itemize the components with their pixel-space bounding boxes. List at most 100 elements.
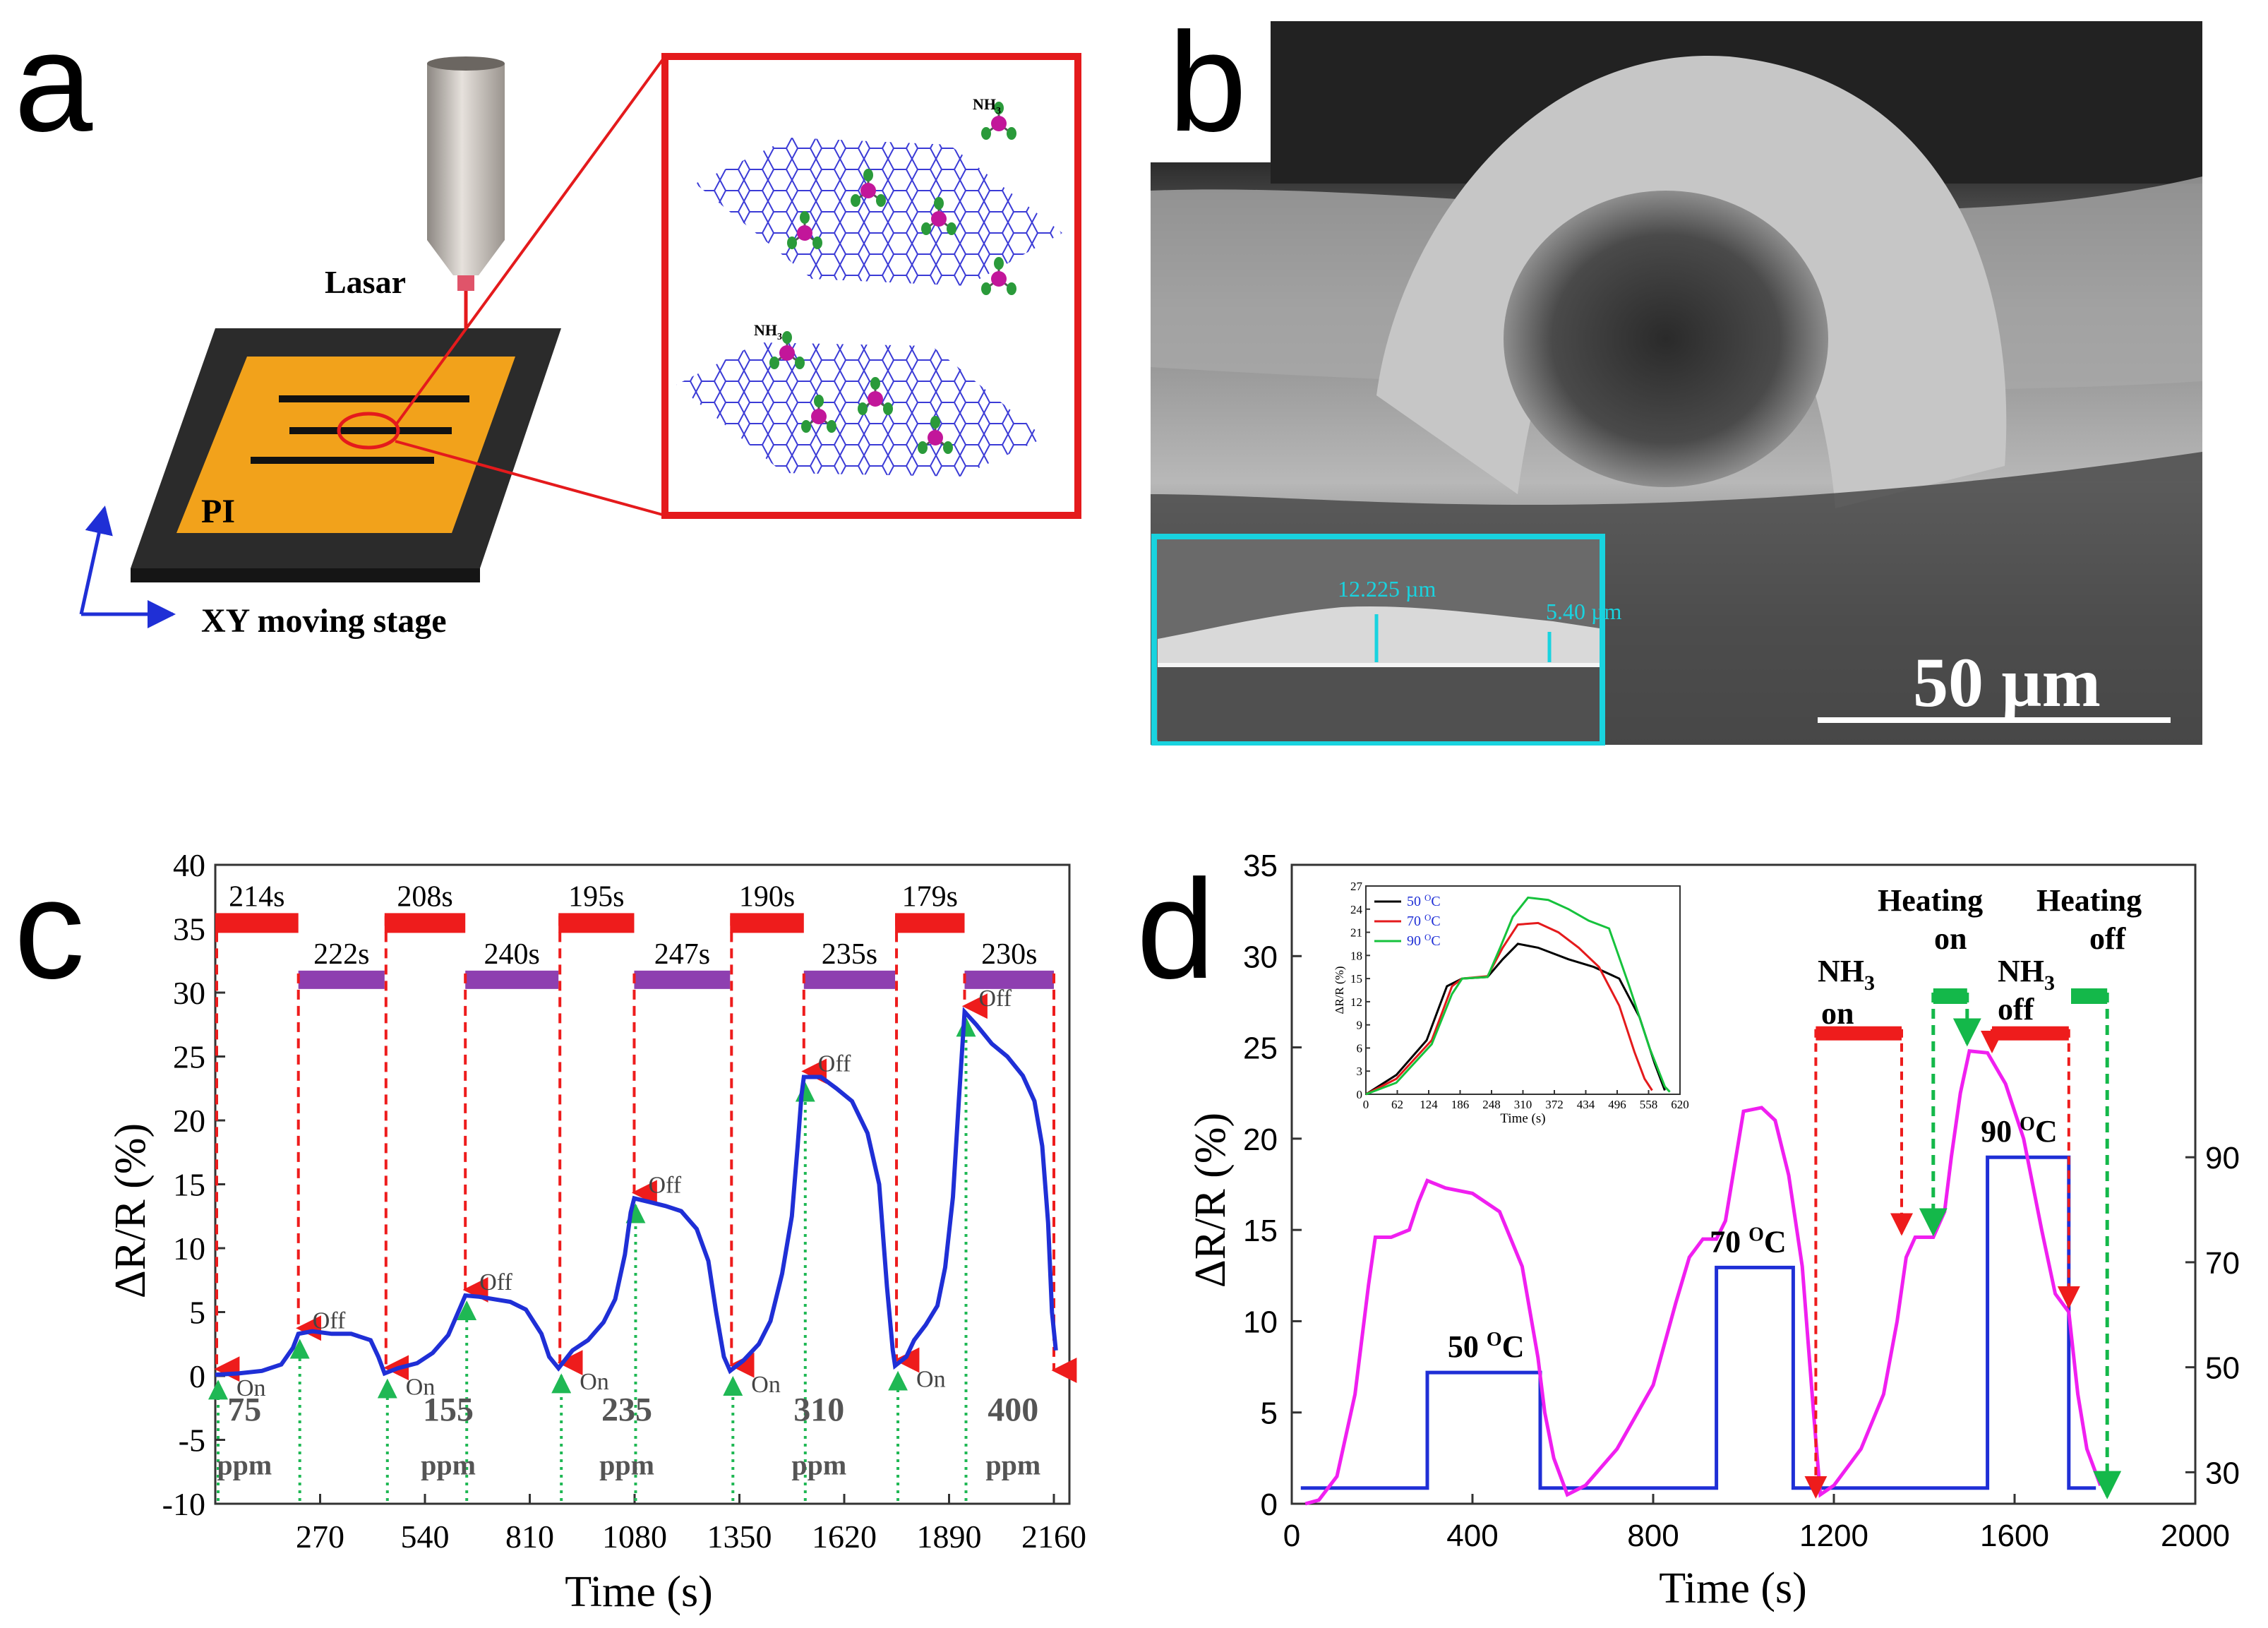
hydrogen-atom [994, 257, 1004, 270]
nh3-bar [1992, 1026, 2069, 1041]
nitrogen-atom [991, 116, 1007, 131]
recovery-duration: 235s [822, 938, 877, 971]
concentration-unit: ppm [599, 1449, 654, 1480]
nh3-on-label: NH3 on [1818, 954, 1875, 1031]
cross-section-inset: 12.225 µm 5.40 µm [1151, 534, 1621, 746]
nitrogen-atom [928, 430, 943, 445]
substrate-label: PI [201, 493, 235, 530]
x-tick-label: 2000 [2161, 1519, 2230, 1553]
concentration-value: 235 [601, 1391, 652, 1428]
recovery-duration: 222s [313, 938, 369, 971]
x-tick-label: 1890 [917, 1519, 982, 1555]
nitrogen-atom [860, 183, 876, 198]
x-tick-label: 2160 [1021, 1519, 1086, 1555]
panel-b: b 50 µm 12.225 µm 5.40 µm [1151, 4, 2202, 746]
y-tick-label: 0 [1261, 1488, 1278, 1522]
y-tick-label: 15 [1243, 1214, 1278, 1248]
concentration-unit: ppm [217, 1449, 272, 1480]
panel-c: c -10 -5 0 5 10 15 20 25 30 35 40 270 540 810 1080 1350… [14, 847, 1086, 1616]
nh3-off-label: NH3 off [1998, 954, 2055, 1027]
hydrogen-atom [883, 402, 893, 415]
laser-head [427, 56, 505, 417]
inset-series-line [1365, 921, 1653, 1096]
y-tick-label: 25 [1243, 1031, 1278, 1066]
hydrogen-atom [812, 237, 822, 249]
off-label: Off [979, 986, 1012, 1012]
concentration-value: 75 [227, 1391, 261, 1428]
hydrogen-atom [994, 102, 1004, 114]
y2-tick-label: 50 [2205, 1351, 2240, 1386]
chart-d-frame [1290, 863, 2197, 1505]
nitrogen-atom [811, 409, 827, 424]
temperature-label: 50 OC [1448, 1329, 1525, 1364]
inset-y-tick-label: 15 [1350, 972, 1362, 986]
inset-x-tick-label: 248 [1482, 1098, 1501, 1111]
exposure-bar [730, 913, 804, 933]
inset-legend-label: 70 OC [1407, 912, 1441, 929]
off-label: Off [479, 1269, 512, 1295]
y-tick-label: 20 [1243, 1123, 1278, 1157]
panel-b-label: b [1168, 4, 1247, 161]
inset-x-tick-label: 124 [1420, 1098, 1438, 1111]
on-label: On [751, 1372, 781, 1398]
y2-tick-label: 30 [2205, 1456, 2240, 1490]
x-tick-label: 1350 [707, 1519, 772, 1555]
hydrogen-atom [801, 420, 811, 433]
hydrogen-atom [787, 237, 797, 249]
inset-xlabel: Time (s) [1500, 1111, 1545, 1126]
nh3-label-1: NH3 [973, 95, 1001, 116]
panel-c-label: c [14, 851, 85, 1008]
hydrogen-atom [876, 194, 886, 207]
chart-d-ylabel: ΔR/R (%) [1187, 1113, 1235, 1288]
y-tick-label: 25 [173, 1039, 205, 1075]
chart-c-ylabel: ΔR/R (%) [107, 1123, 155, 1298]
temperature-label: 70 OC [1710, 1223, 1787, 1259]
inset-x-tick-label: 620 [1671, 1098, 1689, 1111]
inset-y-tick-label: 27 [1350, 880, 1363, 893]
exposure-duration: 190s [739, 880, 795, 913]
x-tick-label: 270 [296, 1519, 344, 1555]
zoom-line-top [395, 55, 666, 425]
off-label: Off [313, 1307, 346, 1334]
hydrogen-atom [827, 420, 836, 433]
inset-y-tick-label: 21 [1350, 926, 1362, 940]
inset-series-line [1365, 942, 1666, 1096]
hydrogen-atom [858, 402, 868, 415]
nitrogen-atom [868, 391, 883, 407]
inset-series-line [1365, 896, 1671, 1096]
inset-x-tick-label: 0 [1363, 1098, 1369, 1111]
hydrogen-atom [1007, 127, 1016, 140]
exposure-duration: 214s [229, 880, 284, 913]
concentration-unit: ppm [985, 1449, 1040, 1480]
y-tick-label: 35 [1243, 849, 1278, 883]
on-label: On [916, 1367, 946, 1393]
y-tick-label: 0 [189, 1358, 205, 1394]
x-tick-label: 1200 [1799, 1519, 1868, 1553]
exposure-bar [558, 913, 635, 933]
inset-legend-label: 50 OC [1407, 892, 1441, 909]
panel-a-label: a [14, 4, 93, 161]
recovery-bar [803, 970, 896, 989]
scale-bar-label: 50 µm [1913, 643, 2101, 722]
concentration-value: 310 [793, 1391, 844, 1428]
recovery-duration: 247s [654, 938, 710, 971]
y-tick-label: 40 [173, 847, 205, 883]
inset-x-tick-label: 62 [1391, 1098, 1403, 1111]
laser-label: Lasar [325, 264, 406, 300]
inset-y-tick-label: 12 [1350, 995, 1362, 1009]
x-tick-label: 1600 [1980, 1519, 2049, 1553]
y-tick-label: 5 [1261, 1396, 1278, 1431]
on-label: On [236, 1375, 266, 1401]
off-label: Off [818, 1051, 851, 1077]
nitrogen-atom [779, 345, 795, 361]
exposure-bar [384, 913, 466, 933]
xy-axes-icon [79, 505, 176, 628]
y-tick-label: 10 [173, 1231, 205, 1267]
concentration-unit: ppm [791, 1449, 846, 1480]
nitrogen-atom [797, 225, 812, 241]
inset-ylabel: ΔR/R (%) [1333, 966, 1346, 1014]
temperature-label: 90 OC [1981, 1113, 2058, 1149]
hydrogen-atom [800, 211, 810, 224]
concentration-value: 400 [988, 1391, 1038, 1428]
